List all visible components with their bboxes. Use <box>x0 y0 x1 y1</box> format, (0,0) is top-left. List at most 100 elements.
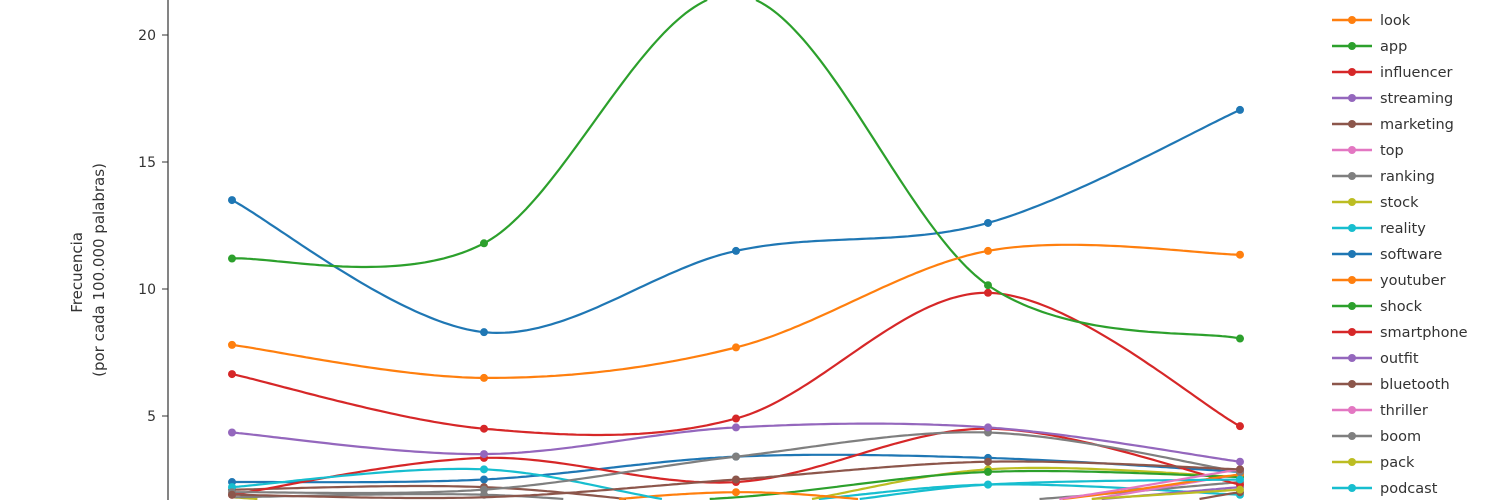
series-influencer <box>228 288 1244 437</box>
data-point[interactable] <box>480 424 488 433</box>
data-point[interactable] <box>984 480 992 489</box>
series-line <box>1059 468 1241 500</box>
legend-label: podcast <box>1380 481 1438 497</box>
data-point[interactable] <box>1236 457 1244 466</box>
legend-item-influencer[interactable]: influencer <box>1332 65 1453 81</box>
legend-item-stock[interactable]: stock <box>1332 195 1419 211</box>
data-point[interactable] <box>984 423 992 432</box>
series-line <box>231 0 1241 340</box>
data-point[interactable] <box>228 370 236 379</box>
legend-item-marketing[interactable]: marketing <box>1332 117 1454 133</box>
legend-label: outfit <box>1380 351 1419 367</box>
data-point[interactable] <box>228 490 236 499</box>
data-point[interactable] <box>480 465 488 474</box>
legend-label: ranking <box>1380 169 1435 185</box>
legend-label: bluetooth <box>1380 377 1450 393</box>
data-point[interactable] <box>228 254 236 263</box>
legend-swatch-dot <box>1348 458 1356 466</box>
data-point[interactable] <box>228 428 236 437</box>
legend-item-app[interactable]: app <box>1332 39 1407 55</box>
series-streaming <box>228 422 1244 466</box>
legend-item-bluetooth[interactable]: bluetooth <box>1332 377 1450 393</box>
data-point[interactable] <box>732 475 740 484</box>
data-point[interactable] <box>1236 422 1244 431</box>
y-tick-label: 20 <box>138 28 156 44</box>
legend-swatch-dot <box>1348 328 1356 336</box>
y-axis: 5 10 15 20 <box>138 0 169 500</box>
series-stock <box>1091 485 1244 500</box>
legend-label: streaming <box>1380 91 1453 107</box>
series-line <box>231 108 1241 335</box>
legend-label: stock <box>1380 195 1419 211</box>
data-point[interactable] <box>480 328 488 337</box>
series-line <box>231 467 1240 500</box>
series-line <box>231 291 1241 437</box>
legend-item-thriller[interactable]: thriller <box>1332 403 1428 419</box>
data-point[interactable] <box>480 450 488 459</box>
series-line <box>709 469 1241 500</box>
data-point[interactable] <box>984 457 992 466</box>
legend-item-streaming[interactable]: streaming <box>1332 91 1453 107</box>
legend-item-top[interactable]: top <box>1332 143 1404 159</box>
legend-swatch-dot <box>1348 16 1356 24</box>
data-point[interactable] <box>480 475 488 484</box>
data-point[interactable] <box>1236 105 1244 114</box>
legend-item-ranking[interactable]: ranking <box>1332 169 1435 185</box>
series-line <box>231 243 1240 379</box>
series-marketing <box>228 457 1244 500</box>
data-point[interactable] <box>480 373 488 382</box>
series-lines <box>228 0 1244 500</box>
legend: look app influencer streaming marketing top ra… <box>1332 13 1468 497</box>
data-point[interactable] <box>1236 475 1244 484</box>
data-point[interactable] <box>984 218 992 227</box>
data-point[interactable] <box>480 485 488 494</box>
data-point[interactable] <box>732 452 740 461</box>
data-point[interactable] <box>480 239 488 248</box>
data-point[interactable] <box>732 423 740 432</box>
data-point[interactable] <box>732 488 740 497</box>
legend-label: thriller <box>1380 403 1428 419</box>
data-point[interactable] <box>228 340 236 349</box>
data-point[interactable] <box>732 414 740 423</box>
data-point[interactable] <box>1236 334 1244 343</box>
legend-swatch-dot <box>1348 276 1356 284</box>
data-point[interactable] <box>1236 465 1244 474</box>
legend-item-shock[interactable]: shock <box>1332 299 1423 315</box>
legend-item-reality[interactable]: reality <box>1332 221 1426 237</box>
legend-item-smartphone[interactable]: smartphone <box>1332 325 1468 341</box>
legend-item-youtuber[interactable]: youtuber <box>1332 273 1446 289</box>
legend-item-look[interactable]: look <box>1332 13 1411 29</box>
data-point[interactable] <box>1236 485 1244 494</box>
legend-item-software[interactable]: software <box>1332 247 1442 263</box>
legend-swatch-dot <box>1348 42 1356 50</box>
legend-swatch-dot <box>1348 172 1356 180</box>
y-tick-label: 15 <box>138 155 156 171</box>
y-axis-label-line-2: (por cada 100.000 palabras) <box>90 163 108 377</box>
legend-item-outfit[interactable]: outfit <box>1332 351 1419 367</box>
data-point[interactable] <box>732 343 740 352</box>
legend-label: software <box>1380 247 1442 263</box>
data-point[interactable] <box>1236 250 1244 259</box>
legend-swatch-dot <box>1348 120 1356 128</box>
y-tick-label: 10 <box>138 282 156 298</box>
series-app <box>228 0 1244 343</box>
legend-item-boom[interactable]: boom <box>1332 429 1421 445</box>
data-point[interactable] <box>984 467 992 476</box>
legend-swatch-dot <box>1348 380 1356 388</box>
data-point[interactable] <box>984 246 992 255</box>
legend-label: app <box>1380 39 1407 55</box>
data-point[interactable] <box>984 288 992 297</box>
legend-label: pack <box>1380 455 1415 471</box>
legend-item-podcast[interactable]: podcast <box>1332 481 1438 497</box>
legend-label: top <box>1380 143 1404 159</box>
legend-swatch-dot <box>1348 198 1356 206</box>
series-software <box>228 105 1244 337</box>
data-point[interactable] <box>228 196 236 205</box>
data-point[interactable] <box>984 281 992 290</box>
legend-swatch-dot <box>1348 302 1356 310</box>
legend-swatch-dot <box>1348 484 1356 492</box>
legend-item-pack[interactable]: pack <box>1332 455 1415 471</box>
data-point[interactable] <box>732 246 740 255</box>
legend-swatch-dot <box>1348 354 1356 362</box>
